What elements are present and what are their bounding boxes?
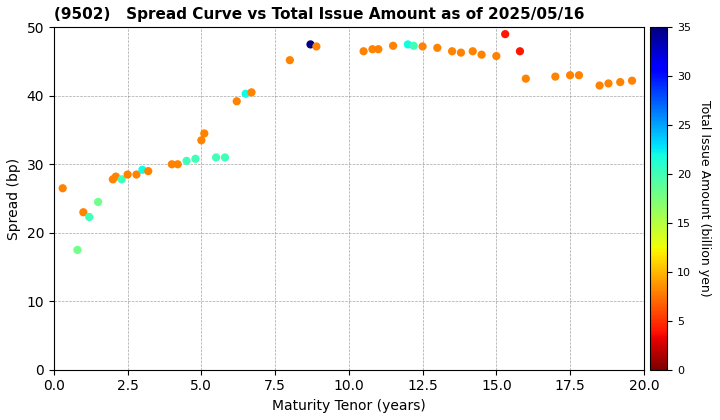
Point (181, 158, 192, 164)
Point (199, 130, 210, 137)
Point (387, 42, 399, 49)
Point (476, 51, 487, 58)
Point (310, 43, 322, 50)
Point (78, 209, 89, 215)
Point (408, 42, 420, 49)
Point (196, 137, 207, 144)
Point (116, 176, 127, 183)
Point (626, 77, 638, 84)
Point (514, 48, 526, 55)
Point (446, 48, 458, 55)
Point (358, 48, 369, 55)
Point (417, 43, 428, 50)
Point (246, 89, 257, 96)
Text: (9502)   Spread Curve vs Total Issue Amount as of 2025/05/16: (9502) Spread Curve vs Total Issue Amoun… (54, 7, 585, 22)
Point (92, 199, 104, 205)
Point (467, 48, 479, 55)
Point (231, 98, 243, 105)
X-axis label: Maturity Tenor (years): Maturity Tenor (years) (272, 399, 426, 413)
Point (564, 72, 576, 79)
Point (500, 31, 511, 37)
Point (57, 185, 68, 192)
Point (305, 41, 316, 48)
Point (143, 168, 154, 174)
Y-axis label: Total Issue Amount (billion yen): Total Issue Amount (billion yen) (698, 100, 711, 297)
Point (172, 161, 184, 168)
Point (614, 79, 626, 85)
Point (210, 154, 222, 161)
Point (594, 82, 606, 89)
Point (284, 57, 296, 63)
Point (72, 247, 84, 253)
Point (573, 72, 585, 79)
Point (240, 90, 251, 97)
Point (131, 171, 143, 178)
Point (166, 161, 178, 168)
Point (520, 75, 531, 82)
Point (549, 73, 561, 80)
Point (431, 45, 443, 51)
Point (372, 46, 384, 52)
Point (122, 171, 133, 178)
Point (366, 46, 378, 52)
Point (110, 173, 122, 180)
Point (490, 52, 502, 59)
Point (219, 154, 230, 161)
Point (137, 166, 148, 173)
Point (84, 214, 95, 220)
Point (107, 176, 119, 183)
Point (402, 41, 413, 48)
Point (603, 80, 614, 87)
Y-axis label: Spread (bp): Spread (bp) (7, 158, 21, 239)
Point (189, 155, 201, 162)
Point (455, 49, 467, 56)
